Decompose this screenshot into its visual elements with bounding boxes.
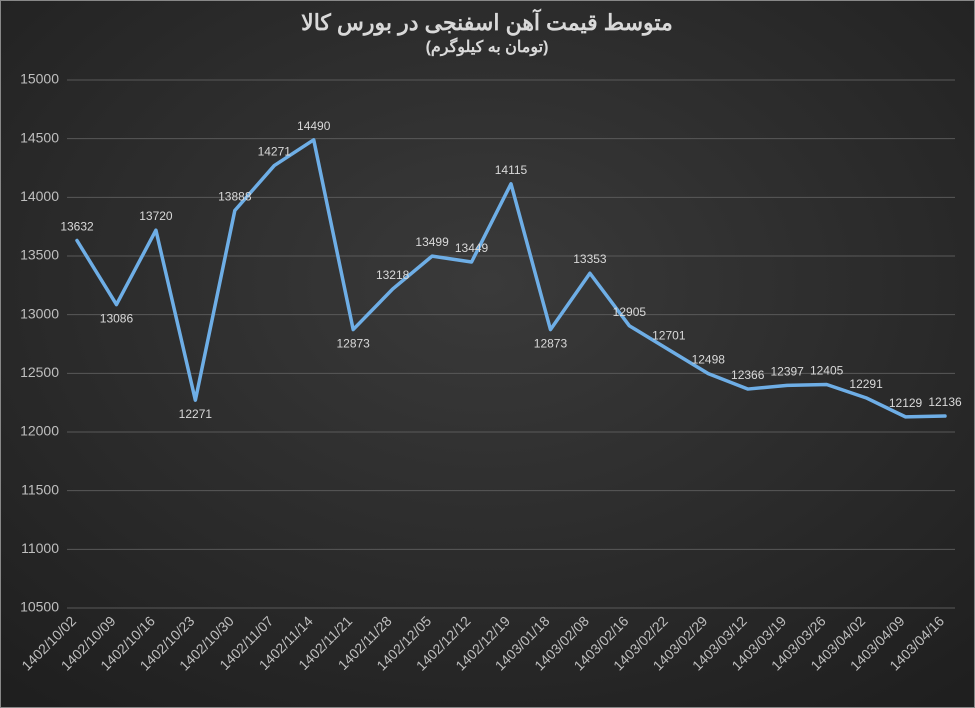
data-label: 12271 — [179, 407, 213, 421]
data-label: 12397 — [770, 364, 804, 378]
data-label: 12873 — [534, 337, 568, 351]
line-chart: متوسط قیمت آهن اسفنجی در بورس کالا (توما… — [0, 0, 975, 708]
chart-title-line2: (تومان به کیلوگرم) — [426, 37, 549, 57]
data-label: 13218 — [376, 268, 410, 282]
chart-container: متوسط قیمت آهن اسفنجی در بورس کالا (توما… — [0, 0, 975, 708]
y-tick-label: 13000 — [20, 305, 59, 321]
data-label: 12405 — [810, 363, 844, 377]
data-label: 13632 — [60, 220, 94, 234]
data-label: 12905 — [613, 305, 647, 319]
data-label: 12129 — [889, 396, 923, 410]
chart-title-line1: متوسط قیمت آهن اسفنجی در بورس کالا — [301, 8, 673, 36]
data-label: 12366 — [731, 368, 765, 382]
y-tick-label: 10500 — [20, 599, 59, 615]
y-tick-label: 12000 — [20, 423, 59, 439]
data-label: 13353 — [573, 252, 607, 266]
y-tick-label: 11000 — [21, 540, 59, 556]
data-label: 14490 — [297, 119, 331, 133]
chart-background — [1, 1, 975, 708]
data-label: 13449 — [455, 241, 489, 255]
data-label: 12701 — [652, 329, 686, 343]
y-tick-label: 14000 — [20, 188, 59, 204]
data-label: 13086 — [100, 312, 134, 326]
y-tick-label: 11500 — [21, 481, 59, 497]
data-label: 13499 — [415, 235, 449, 249]
data-label: 14115 — [495, 163, 528, 177]
data-label: 12291 — [849, 377, 883, 391]
data-label: 12873 — [336, 337, 370, 351]
data-label: 12498 — [692, 353, 726, 367]
data-label: 13888 — [218, 189, 252, 203]
data-label: 12136 — [928, 395, 962, 409]
y-tick-label: 13500 — [20, 247, 59, 263]
data-label: 14271 — [258, 145, 292, 159]
y-tick-label: 15000 — [20, 71, 59, 87]
y-tick-label: 14500 — [20, 129, 59, 145]
data-label: 13720 — [139, 209, 173, 223]
y-tick-label: 12500 — [20, 364, 59, 380]
